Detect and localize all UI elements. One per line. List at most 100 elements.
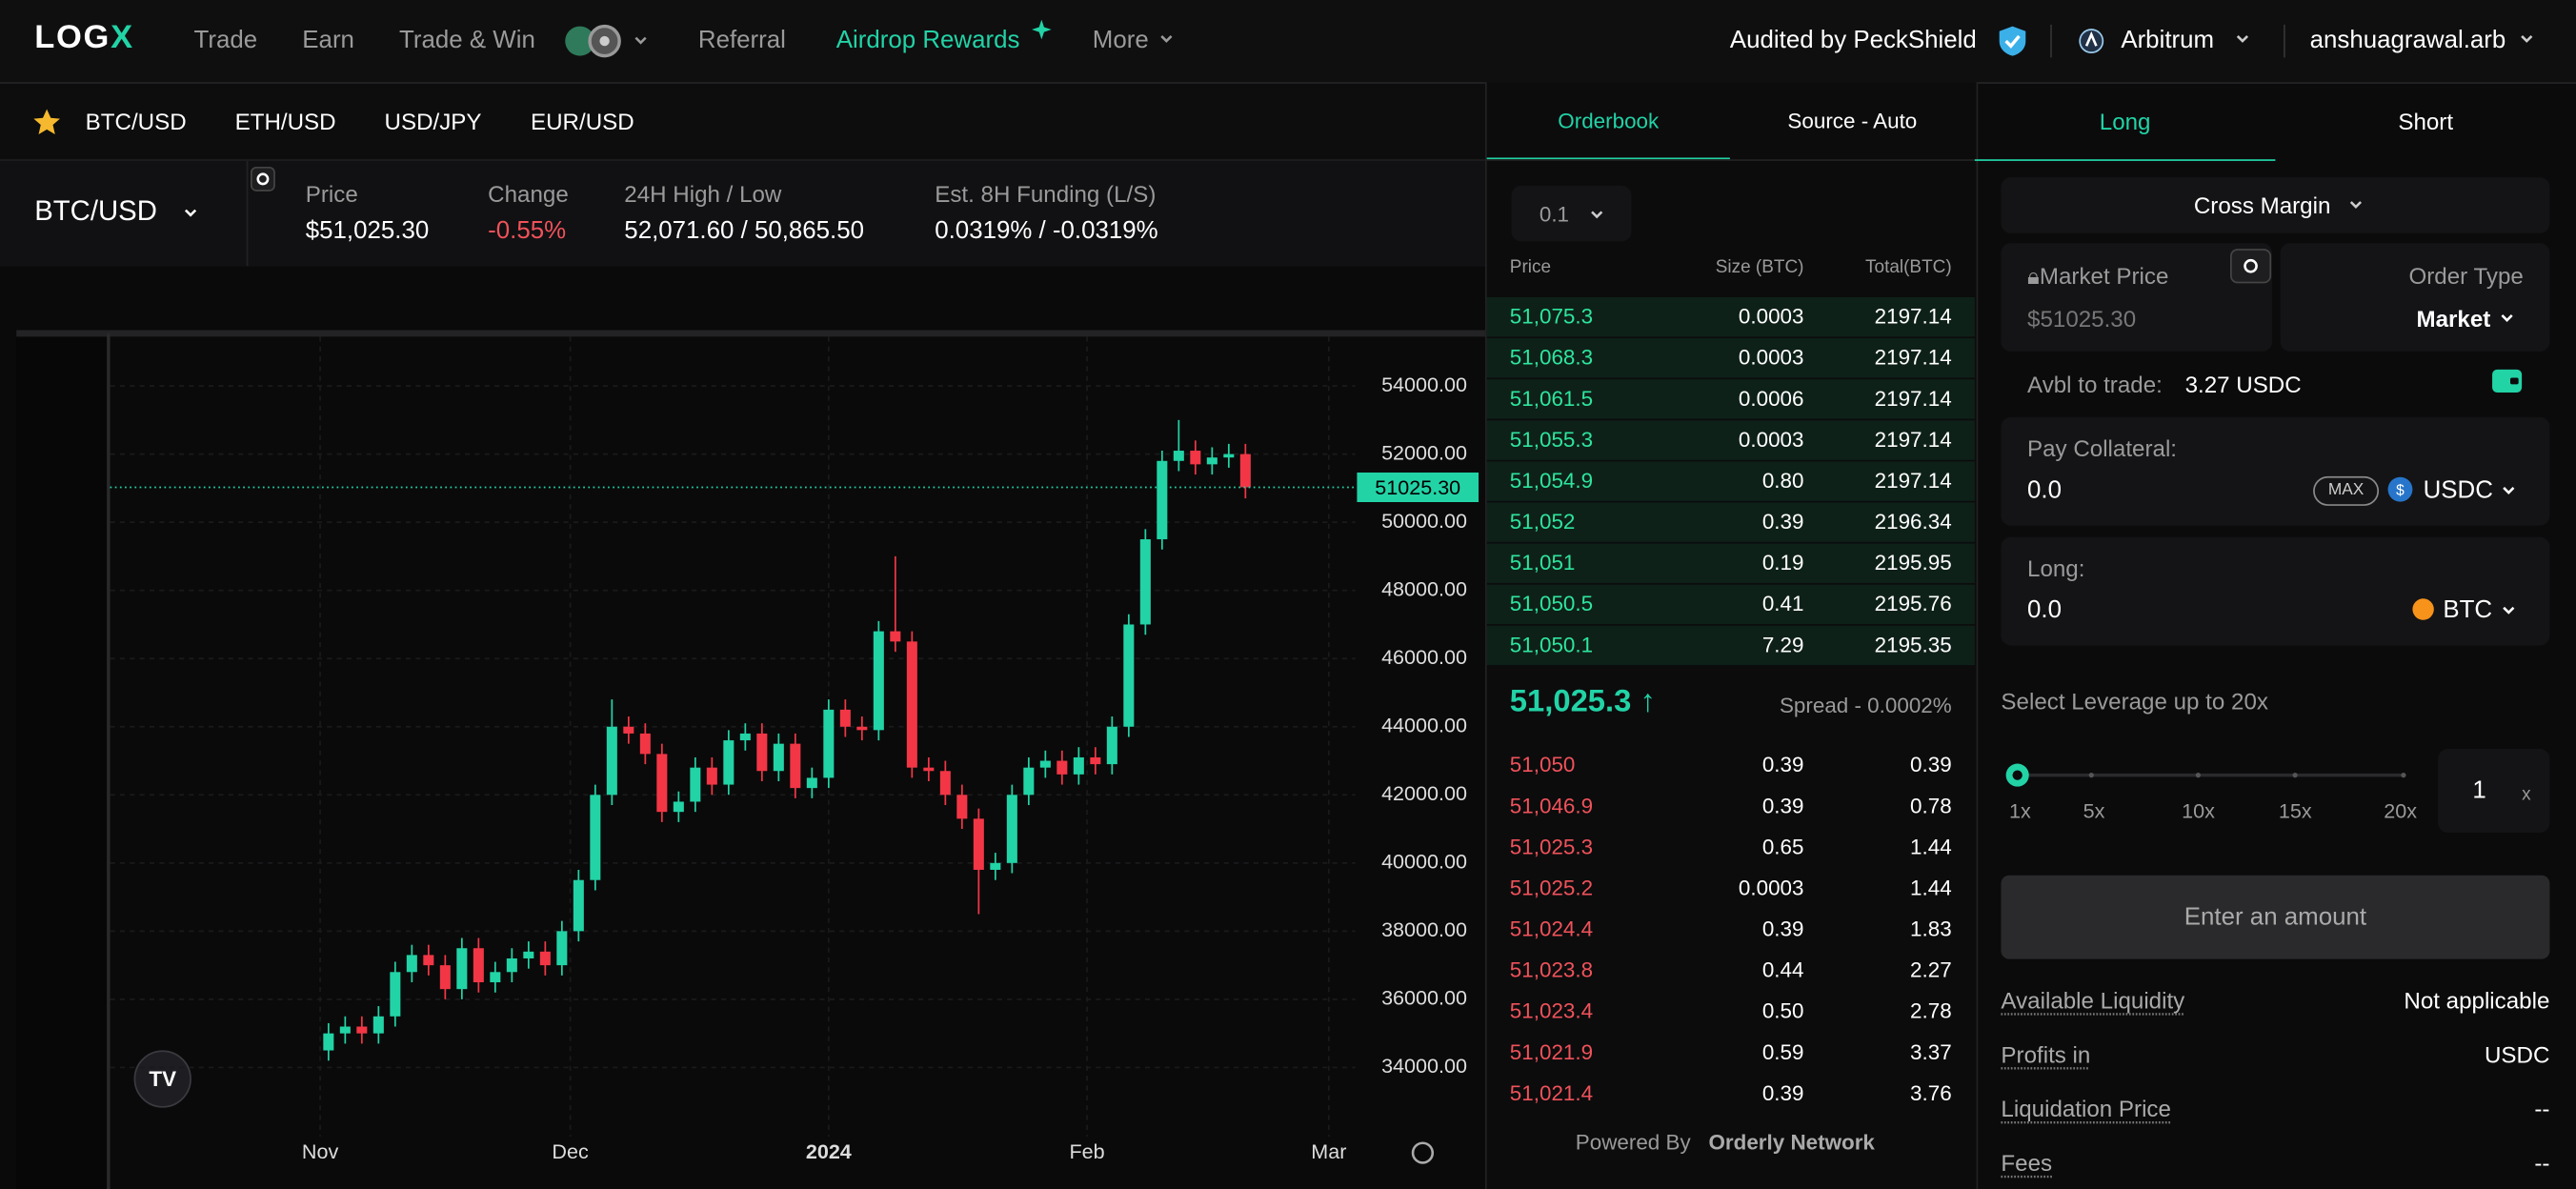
leverage-mark: 1x bbox=[2009, 799, 2031, 823]
logo[interactable]: LOGX bbox=[34, 21, 134, 53]
orderbook-tab[interactable]: Orderbook bbox=[1558, 108, 1660, 133]
candle-body bbox=[656, 754, 668, 813]
ticker[interactable]: ETH/USD bbox=[234, 108, 336, 135]
stat-value: 0.0319% / -0.0319% bbox=[935, 216, 1158, 245]
book-total: 2197.14 bbox=[1874, 427, 1952, 453]
candle-body bbox=[973, 818, 984, 870]
book-price: 51,021.9 bbox=[1509, 1039, 1594, 1064]
candle-body bbox=[790, 743, 801, 789]
leverage-slider[interactable] bbox=[2001, 758, 2421, 791]
logo-mark: X bbox=[111, 19, 134, 56]
stat-label: Change bbox=[488, 180, 569, 208]
nav-item[interactable]: Referral bbox=[697, 26, 786, 54]
candle-body bbox=[773, 743, 784, 772]
x-tick-label: Nov bbox=[302, 1139, 339, 1163]
x-tick-label: Feb bbox=[1070, 1139, 1105, 1163]
leverage-mark: 15x bbox=[2278, 799, 2312, 823]
chart-settings[interactable] bbox=[1411, 1141, 1435, 1164]
book-total: 2197.14 bbox=[1874, 468, 1952, 494]
usdc-icon: $ bbox=[2387, 476, 2413, 502]
submit-button[interactable] bbox=[2001, 875, 2550, 959]
shield-icon bbox=[1999, 26, 2026, 56]
orderbook-tab[interactable]: Source - Auto bbox=[1787, 108, 1918, 133]
star-icon[interactable] bbox=[32, 109, 60, 136]
settings-icon[interactable] bbox=[250, 166, 276, 192]
y-tick-label: 38000.00 bbox=[1381, 917, 1467, 941]
provider: Orderly Network bbox=[1708, 1129, 1875, 1155]
candle-body bbox=[856, 726, 868, 731]
book-total: 0.78 bbox=[1910, 793, 1952, 818]
candle-body bbox=[806, 777, 817, 789]
detail-label: Profits in bbox=[2001, 1040, 2091, 1068]
pair[interactable]: BTC/USD bbox=[34, 195, 157, 227]
chevron bbox=[184, 209, 197, 217]
book-size: 0.59 bbox=[1761, 1039, 1804, 1064]
market-price-value: 51025.30 bbox=[2040, 305, 2137, 333]
book-size: 0.0006 bbox=[1738, 386, 1804, 411]
trade-win-icon bbox=[565, 24, 647, 58]
y-tick-label: 52000.00 bbox=[1381, 440, 1467, 464]
nav-item[interactable]: Earn bbox=[302, 26, 354, 54]
toolbar-band bbox=[16, 333, 109, 1189]
stat-value: 52,071.60 / 50,865.50 bbox=[624, 216, 865, 245]
refresh-icon[interactable] bbox=[2229, 248, 2272, 284]
account[interactable]: anshuagrawal.arb bbox=[2309, 26, 2506, 54]
ticker-bar bbox=[0, 83, 1485, 161]
book-size: 0.0003 bbox=[1738, 303, 1804, 329]
leverage-input[interactable] bbox=[2438, 749, 2550, 833]
book-total: 2196.34 bbox=[1874, 509, 1952, 534]
margin-select[interactable] bbox=[2001, 177, 2550, 233]
label-text: Market Price bbox=[2039, 262, 2169, 290]
logo-text: LOG bbox=[34, 19, 111, 56]
y-tick-label: 46000.00 bbox=[1381, 645, 1467, 669]
max-button[interactable]: MAX bbox=[2313, 475, 2380, 506]
stat-label: 24H High / Low bbox=[624, 180, 782, 208]
candle-body bbox=[1123, 624, 1135, 727]
long-box[interactable] bbox=[2001, 536, 2550, 646]
ticker[interactable]: BTC/USD bbox=[85, 108, 187, 135]
nav-item[interactable]: Trade & Win bbox=[399, 26, 535, 54]
book-size: 0.80 bbox=[1761, 468, 1804, 494]
wallet-icon[interactable] bbox=[2490, 368, 2523, 394]
divider bbox=[2050, 24, 2052, 58]
candle-body bbox=[1106, 726, 1117, 765]
leverage-unit: x bbox=[2522, 784, 2531, 805]
market-price: $51025.30 bbox=[2027, 304, 2136, 333]
book-total: 3.76 bbox=[1910, 1080, 1952, 1106]
candle-body bbox=[873, 631, 884, 731]
last-price: 51,025.3 ↑ bbox=[1509, 684, 1656, 720]
y-tick-label: 44000.00 bbox=[1381, 713, 1467, 736]
nav-item[interactable]: Airdrop Rewards bbox=[835, 26, 1020, 54]
book-price: 51,068.3 bbox=[1509, 344, 1594, 370]
collateral-token[interactable]: USDC bbox=[2423, 475, 2493, 505]
side-tab[interactable]: Long bbox=[2099, 108, 2151, 135]
spread: Spread - 0.0002% bbox=[1779, 693, 1952, 718]
nav-item[interactable]: More bbox=[1092, 26, 1149, 54]
book-size: 0.39 bbox=[1761, 752, 1804, 777]
candle-body bbox=[506, 957, 517, 973]
book-price: 51,054.9 bbox=[1509, 468, 1594, 494]
candle-body bbox=[1223, 453, 1235, 458]
book-size: 0.0003 bbox=[1738, 875, 1804, 900]
nav-item[interactable]: Trade bbox=[193, 26, 258, 54]
order-type-box[interactable] bbox=[2280, 243, 2550, 352]
candle-body bbox=[1057, 760, 1068, 775]
chevron bbox=[2521, 35, 2533, 43]
top-nav bbox=[0, 0, 2576, 84]
long-label: Long: bbox=[2027, 554, 2085, 582]
network[interactable]: Arbitrum bbox=[2121, 26, 2215, 54]
candle-body bbox=[823, 709, 835, 778]
book-price: 51,021.4 bbox=[1509, 1080, 1594, 1106]
side-tab[interactable]: Short bbox=[2398, 108, 2454, 135]
avbl: 3.27 USDC bbox=[2184, 371, 2302, 398]
ticker[interactable]: USD/JPY bbox=[384, 108, 482, 135]
ask-depth bbox=[1486, 461, 1975, 501]
ticker[interactable]: EUR/USD bbox=[531, 108, 634, 135]
tick-select[interactable] bbox=[1511, 185, 1632, 242]
collateral-box[interactable] bbox=[2001, 416, 2550, 526]
long-token[interactable]: BTC bbox=[2443, 595, 2493, 625]
tradingview-logo[interactable] bbox=[133, 1050, 191, 1108]
candle-body bbox=[623, 726, 634, 734]
detail-label: Liquidation Price bbox=[2001, 1095, 2171, 1122]
ask-depth bbox=[1486, 584, 1975, 625]
